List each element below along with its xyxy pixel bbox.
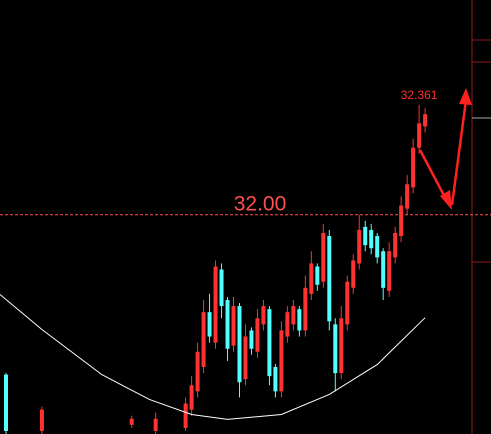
- candle-body: [153, 418, 158, 431]
- high-label: 32.361: [401, 88, 438, 102]
- candle-body: [363, 226, 368, 246]
- candle-body: [345, 281, 350, 325]
- arrowhead: [440, 190, 452, 210]
- reference-label: 32.00: [234, 193, 287, 216]
- candle-body: [189, 385, 194, 410]
- candle-body: [321, 232, 326, 282]
- candle-body: [261, 306, 266, 325]
- moving-average: [0, 294, 426, 420]
- candle-body: [351, 260, 356, 288]
- candle-body: [3, 374, 8, 431]
- candle-body: [255, 318, 260, 352]
- candle-body: [375, 236, 380, 258]
- candle-body: [423, 114, 428, 127]
- arrow: [450, 99, 468, 206]
- candle-body: [393, 232, 398, 258]
- candle-body: [129, 418, 134, 425]
- candle-body: [369, 229, 374, 249]
- candle-body: [315, 266, 320, 285]
- candle-body: [333, 324, 338, 374]
- candle-body: [201, 312, 206, 367]
- candle-body: [303, 287, 308, 331]
- candle-body: [273, 366, 278, 392]
- candle-body: [249, 330, 254, 349]
- candle-body: [39, 409, 44, 431]
- candle-body: [213, 266, 218, 343]
- candle-body: [225, 299, 230, 349]
- candle-body: [399, 205, 404, 237]
- candle-body: [219, 269, 224, 307]
- candle-body: [387, 251, 392, 291]
- candle-body: [381, 251, 386, 288]
- candle-body: [279, 330, 284, 392]
- candle-body: [357, 229, 362, 264]
- candle-body: [243, 336, 248, 380]
- candle-body: [417, 123, 422, 148]
- candle-body: [195, 351, 200, 392]
- arrowhead: [459, 88, 472, 105]
- candle-body: [231, 306, 236, 346]
- candle-body: [207, 312, 212, 337]
- candle-body: [297, 309, 302, 331]
- candle-body: [309, 263, 314, 294]
- candle-body: [291, 306, 296, 325]
- candle-body: [267, 309, 272, 377]
- candle-body: [339, 318, 344, 374]
- plot: 32.00 32.361: [0, 88, 491, 434]
- candle-body: [285, 312, 290, 337]
- candle-body: [183, 403, 188, 428]
- candle-body: [405, 184, 410, 209]
- candle-body: [327, 236, 332, 322]
- candle-body: [411, 147, 416, 188]
- candle-body: [237, 306, 242, 383]
